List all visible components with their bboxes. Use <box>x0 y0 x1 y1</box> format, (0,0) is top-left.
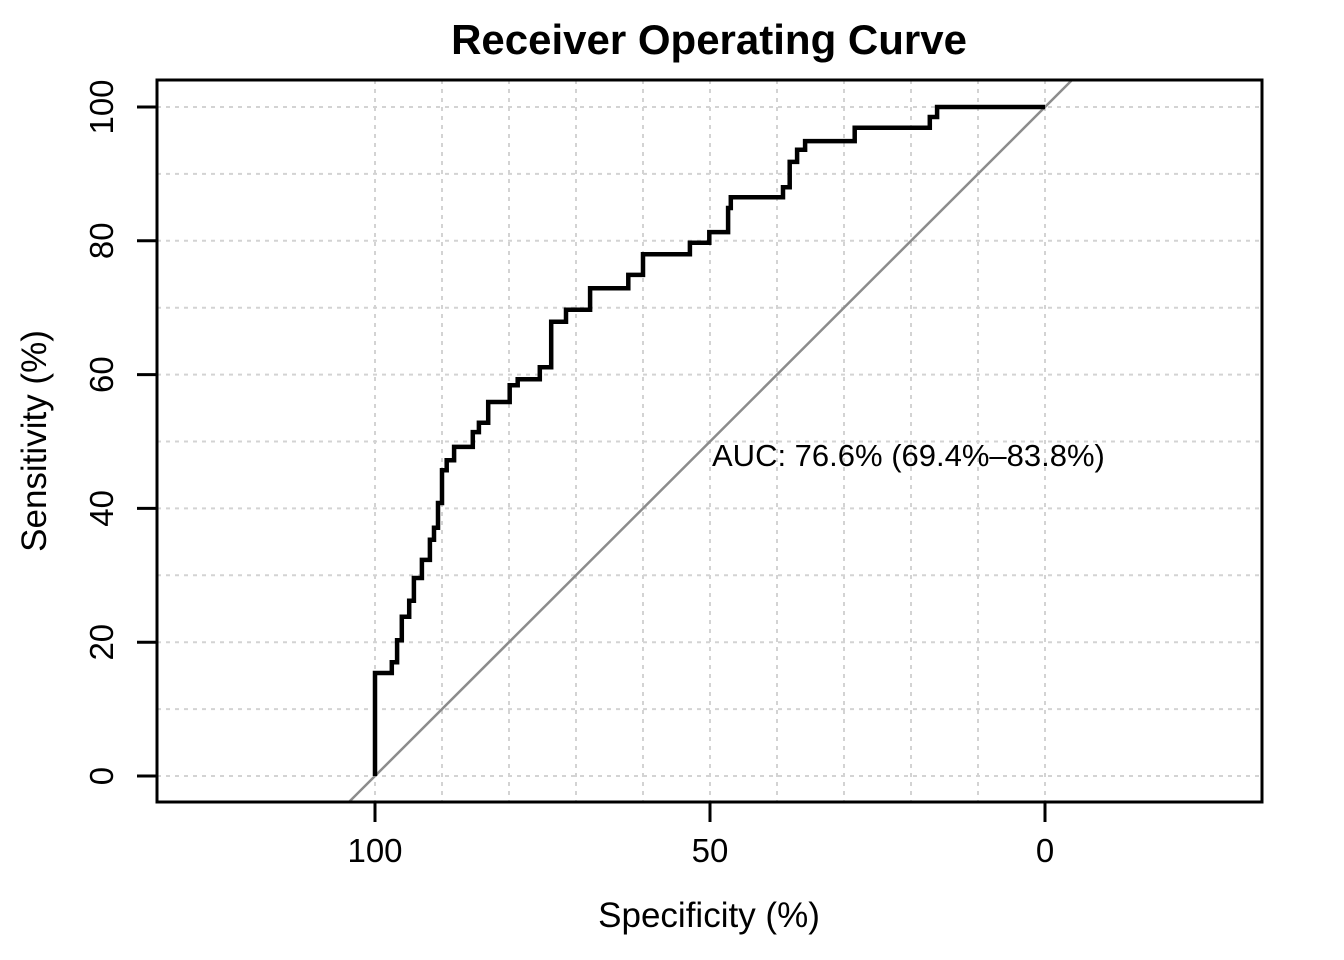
y-tick-label: 60 <box>83 356 120 393</box>
y-tick-label: 80 <box>83 222 120 259</box>
roc-curve-line <box>372 104 1045 776</box>
y-tick-label: 40 <box>83 490 120 527</box>
x-tick-label: 100 <box>347 832 402 869</box>
roc-curve <box>372 104 1045 776</box>
axis-tick-labels: 100 50 0 0 20 40 60 80 100 <box>83 79 1054 869</box>
y-tick-label: 0 <box>83 767 120 785</box>
chart-title: Receiver Operating Curve <box>451 16 967 63</box>
y-axis-label: Sensitivity (%) <box>15 330 54 552</box>
y-tick-label: 20 <box>83 624 120 661</box>
x-tick-label: 50 <box>692 832 729 869</box>
x-tick-label: 0 <box>1036 832 1054 869</box>
axis-ticks <box>137 105 1047 822</box>
chance-diagonal-line <box>348 79 1073 803</box>
y-tick-label: 100 <box>83 79 120 134</box>
x-axis-label: Specificity (%) <box>598 896 820 935</box>
auc-annotation: AUC: 76.6% (69.4%–83.8%) <box>712 438 1105 473</box>
chance-diagonal <box>348 79 1073 803</box>
